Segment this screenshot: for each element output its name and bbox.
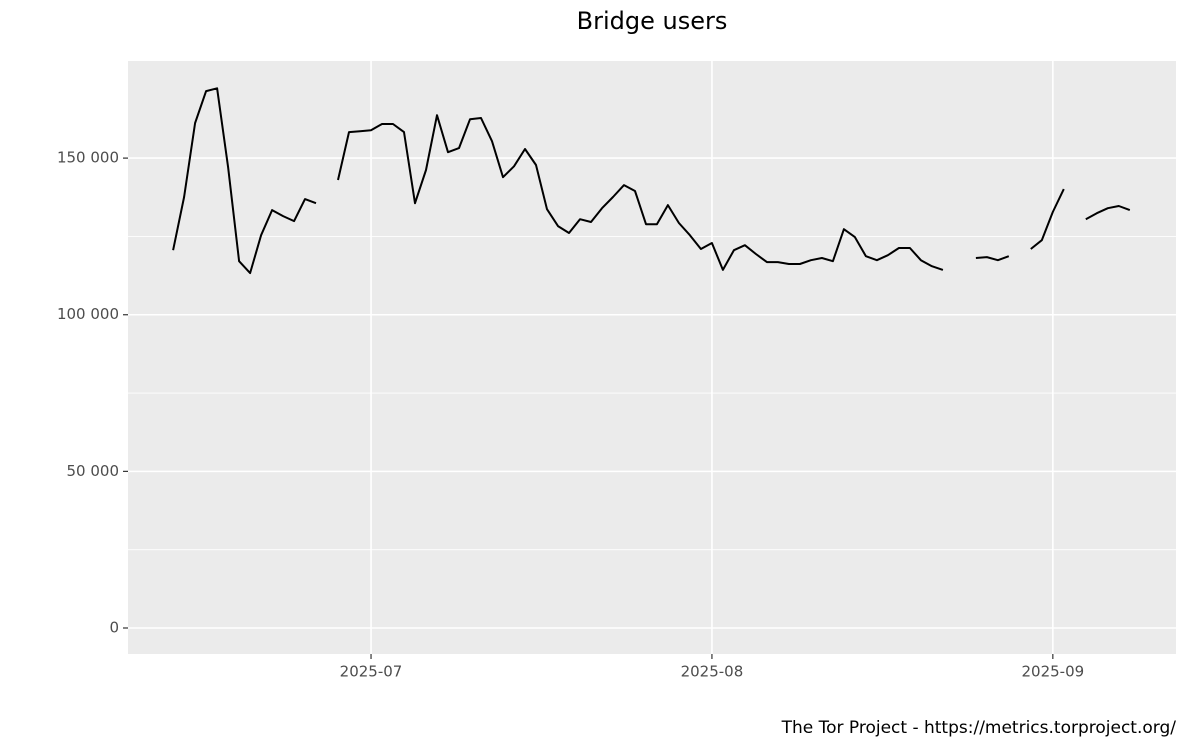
plot-panel <box>128 61 1176 654</box>
y-tick-label: 0 <box>109 618 119 636</box>
x-tick-label: 2025-07 <box>340 663 403 681</box>
y-tick-label: 150 000 <box>57 149 119 167</box>
y-tick-label: 100 000 <box>57 305 119 323</box>
x-tick-label: 2025-09 <box>1021 663 1084 681</box>
chart-title: Bridge users <box>577 7 728 35</box>
data-line <box>172 87 1131 275</box>
caption: The Tor Project - https://metrics.torpro… <box>781 718 1177 738</box>
y-tick-label: 50 000 <box>67 462 120 480</box>
x-tick-label: 2025-08 <box>681 663 744 681</box>
